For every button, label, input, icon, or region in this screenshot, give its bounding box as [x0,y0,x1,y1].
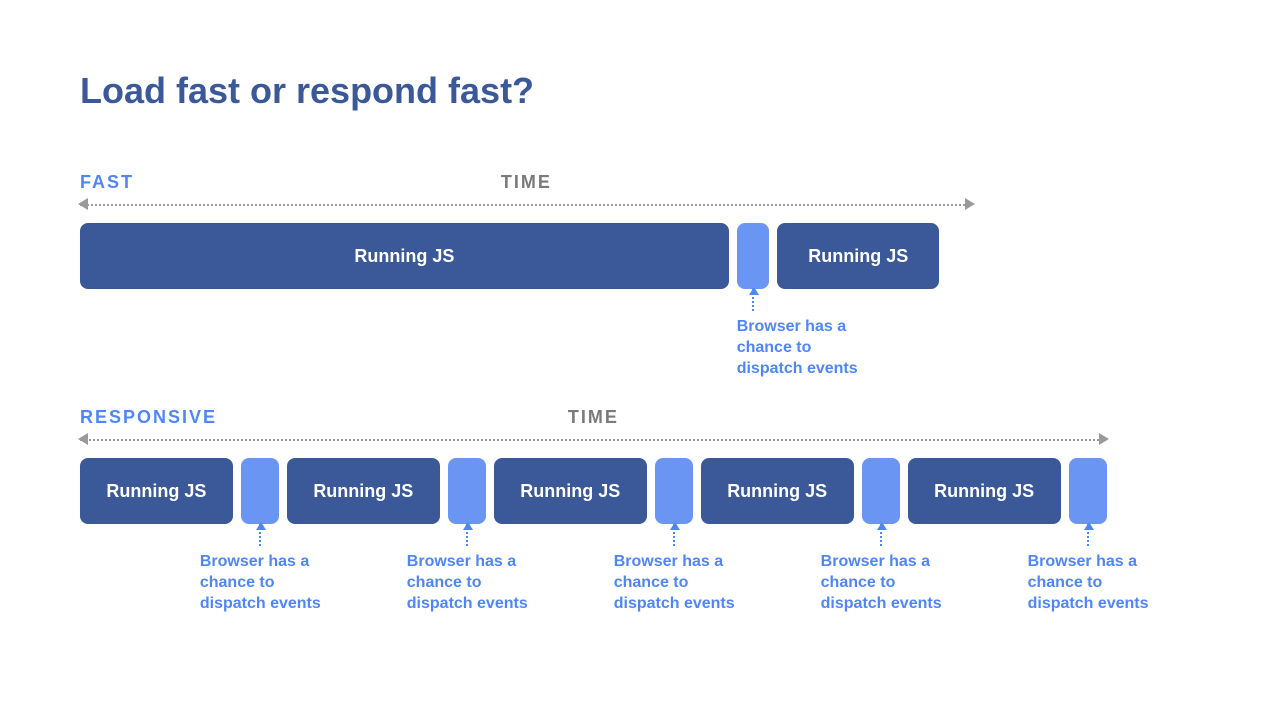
running-js-block: Running JS [494,458,647,524]
running-js-block: Running JS [80,223,729,289]
callout-arrow [466,524,468,546]
running-js-block: Running JS [908,458,1061,524]
event-gap-block [737,223,769,289]
section-header: FAST TIME [80,172,973,193]
scenario-label: FAST [80,172,134,193]
callout-arrow [673,524,675,546]
running-js-block: Running JS [701,458,854,524]
block-label: Running JS [106,481,206,502]
page-title: Load fast or respond fast? [80,70,1196,112]
callout-row: Browser has achance todispatch events [80,317,939,397]
timeline-axis [80,432,1107,446]
event-gap-block [448,458,486,524]
block-label: Running JS [934,481,1034,502]
callout-text: Browser has achance todispatch events [737,317,897,379]
event-gap-block [655,458,693,524]
running-js-block: Running JS [287,458,440,524]
time-label: TIME [501,172,552,193]
callout-text: Browser has achance todispatch events [407,552,567,614]
callout-text: Browser has achance todispatch events [1028,552,1188,614]
timeline-axis [80,197,973,211]
scenario-label: RESPONSIVE [80,407,217,428]
running-js-block: Running JS [80,458,233,524]
block-label: Running JS [313,481,413,502]
event-gap-block [1069,458,1107,524]
callout-text: Browser has achance todispatch events [821,552,981,614]
callout-arrow [259,524,261,546]
callout-text: Browser has achance todispatch events [200,552,360,614]
callout-arrow [880,524,882,546]
scenario-section: FAST TIME Running JS Running JS Browser has … [80,172,1196,397]
block-label: Running JS [520,481,620,502]
callout-row: Browser has achance todispatch events Bro… [80,552,1107,632]
timeline-track: Running JS Running JS Running JS Running JS… [80,458,1107,524]
scenario-section: RESPONSIVETIMERunning JSRunning JSRunnin… [80,407,1196,632]
time-label: TIME [568,407,619,428]
timeline-track: Running JS Running JS [80,223,939,289]
block-label: Running JS [808,246,908,267]
callout-arrow [1087,524,1089,546]
running-js-block: Running JS [777,223,939,289]
callout-arrow [752,289,754,311]
section-header: RESPONSIVE TIME [80,407,1107,428]
callout-text: Browser has achance todispatch events [614,552,774,614]
event-gap-block [241,458,279,524]
block-label: Running JS [727,481,827,502]
event-gap-block [862,458,900,524]
block-label: Running JS [354,246,454,267]
